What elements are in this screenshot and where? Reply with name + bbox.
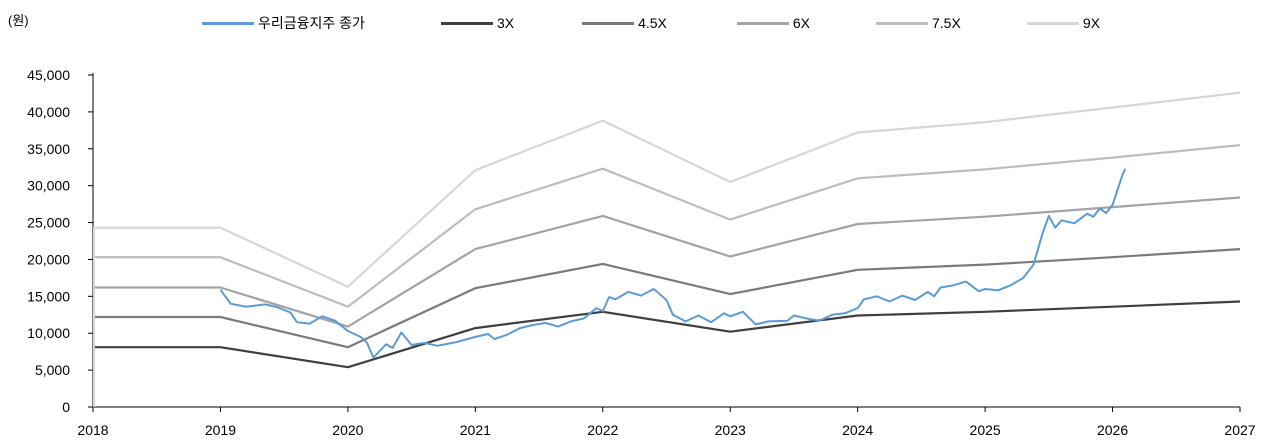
x-tick-label: 2023	[715, 422, 746, 438]
y-tick-label: 10,000	[27, 325, 70, 341]
band-line-6x	[93, 196, 1241, 328]
y-axis-unit-label: (원)	[8, 13, 29, 28]
legend-swatch-6x	[736, 21, 789, 25]
y-tick-label: 20,000	[27, 251, 70, 267]
legend-label-7-5x: 7.5X	[932, 15, 961, 31]
legend-label-price: 우리금융지주 종가	[258, 15, 365, 31]
legend-item-price: 우리금융지주 종가	[202, 13, 365, 33]
x-tick-label: 2027	[1224, 422, 1255, 438]
x-tick-label: 2024	[842, 422, 873, 438]
band-line-9x	[93, 91, 1241, 288]
band-line-3x	[93, 300, 1241, 369]
x-tick-label: 2026	[1097, 422, 1128, 438]
x-tick-label: 2022	[587, 422, 618, 438]
legend-item-4-5x: 4.5X	[582, 15, 667, 31]
legend-label-3x: 3X	[496, 15, 515, 31]
legend-item-7-5x: 7.5X	[876, 15, 961, 31]
x-tick-label: 2018	[77, 422, 108, 438]
y-tick-label: 25,000	[27, 215, 70, 231]
x-tick-label: 2020	[332, 422, 363, 438]
legend-item-6x: 6X	[736, 15, 810, 31]
price-series-line	[219, 168, 1127, 359]
legend-item-9x: 9X	[1026, 15, 1100, 31]
y-tick-label: 5,000	[35, 362, 70, 378]
x-tick-label: 2025	[970, 422, 1001, 438]
legend-label-9x: 9X	[1082, 15, 1100, 31]
band-line-7-5x	[93, 144, 1241, 308]
legend-label-6x: 6X	[792, 15, 810, 31]
legend-item-3x: 3X	[440, 15, 515, 31]
y-tick-label: 30,000	[27, 178, 70, 194]
y-tick-label: 15,000	[27, 288, 70, 304]
x-tick-label: 2019	[205, 422, 236, 438]
legend-label-4-5x: 4.5X	[638, 15, 667, 31]
legend-swatch-price	[202, 21, 254, 25]
band-line-4-5x	[93, 248, 1241, 349]
y-tick-label: 35,000	[27, 141, 70, 157]
legend-swatch-3x	[440, 21, 493, 25]
y-tick-label: 0	[62, 399, 70, 415]
y-tick-label: 40,000	[27, 104, 70, 120]
chart-legend: 우리금융지주 종가 3X 4.5X 6X 7.5X 9X	[202, 13, 1100, 33]
x-tick-label: 2021	[460, 422, 491, 438]
y-tick-label: 45,000	[27, 67, 70, 83]
legend-swatch-9x	[1026, 21, 1079, 25]
legend-swatch-7-5x	[876, 21, 928, 25]
legend-swatch-4-5x	[582, 21, 635, 25]
